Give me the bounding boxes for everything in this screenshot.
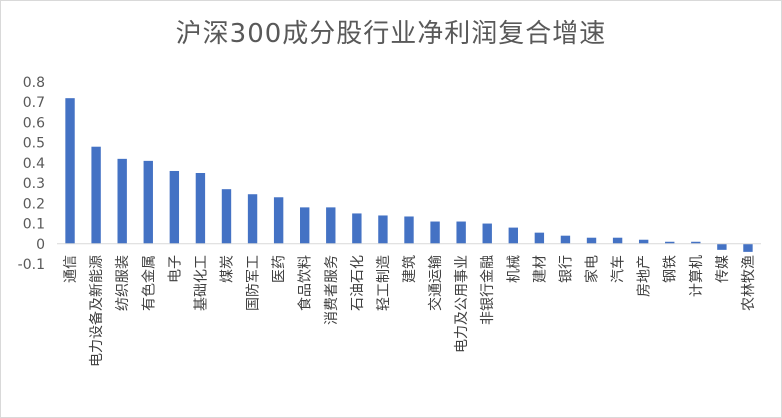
x-tick-label: 通信 (63, 255, 79, 283)
x-tick-label: 非银行金融 (480, 255, 496, 325)
x-tick-label: 银行 (558, 255, 574, 283)
bar (352, 213, 362, 244)
bar (482, 223, 492, 244)
y-tick-label: 0.3 (23, 176, 45, 192)
x-tick-label: 有色金属 (140, 255, 157, 311)
y-axis-ticks: 0.8 0.7 0.6 0.5 0.4 0.3 0.2 0.1 0 -0.1 (18, 75, 45, 273)
x-tick-label: 煤炭 (219, 255, 235, 283)
bar (638, 239, 649, 244)
y-tick-label: 0.7 (23, 95, 45, 111)
bar (273, 197, 284, 244)
x-tick-label: 轻工制造 (376, 255, 392, 311)
bar (665, 241, 675, 244)
bar (195, 173, 206, 244)
bar (534, 232, 545, 244)
x-tick-label: 国防军工 (246, 255, 262, 311)
bar (221, 189, 232, 244)
x-tick-label: 医药 (272, 255, 288, 283)
x-tick-label: 钢铁 (663, 255, 679, 283)
x-tick-label: 计算机 (689, 255, 705, 297)
bar (456, 221, 466, 244)
bar (560, 235, 571, 244)
y-tick-label: 0.8 (23, 75, 45, 91)
bar (404, 216, 414, 244)
x-tick-label: 房地产 (637, 255, 653, 297)
bar (326, 207, 336, 244)
y-tick-label: -0.1 (18, 257, 45, 273)
x-tick-label: 电力及公用事业 (454, 255, 470, 353)
y-tick-label: 0.2 (23, 196, 45, 212)
bar (143, 160, 153, 244)
bar (691, 241, 701, 244)
bar (612, 237, 623, 244)
y-tick-label: 0.1 (23, 217, 45, 233)
bar (430, 221, 440, 244)
x-tick-label: 消费者服务 (324, 255, 340, 325)
x-tick-label: 建材 (532, 255, 548, 283)
bar (378, 215, 388, 244)
x-tick-label: 机械 (506, 255, 522, 283)
x-tick-label: 建筑 (402, 255, 418, 283)
x-tick-label: 传媒 (715, 255, 731, 283)
bar (300, 207, 310, 244)
y-tick-label: 0.5 (23, 136, 45, 152)
bars (65, 98, 753, 252)
category-labels: 通信 电力设备及新能源 纺织服装 有色金属 电子 基础化工 煤炭 国防军工 医药 食品饮料 消费者服… (63, 255, 757, 367)
bar (717, 243, 727, 250)
bar (586, 237, 597, 244)
x-tick-label: 农林牧渔 (741, 255, 757, 311)
y-tick-label: 0.6 (23, 115, 45, 131)
x-tick-label: 汽车 (610, 255, 627, 283)
x-tick-label: 食品饮料 (297, 255, 314, 311)
x-tick-label: 家电 (584, 255, 601, 283)
bar (117, 158, 127, 244)
bar (508, 227, 518, 244)
y-tick-label: 0.4 (23, 156, 45, 172)
bar (65, 98, 75, 244)
bar (247, 194, 258, 244)
bar (743, 243, 753, 252)
x-tick-label: 电子 (167, 255, 183, 283)
x-tick-label: 纺织服装 (115, 255, 131, 311)
x-tick-label: 石油石化 (350, 255, 366, 311)
x-tick-label: 电力设备及新能源 (88, 255, 105, 367)
bar (169, 170, 180, 244)
chart-title: 沪深300成分股行业净利润复合增速 (175, 19, 607, 49)
x-tick-label: 基础化工 (192, 255, 209, 311)
bar (91, 146, 101, 244)
y-tick-label: 0 (36, 237, 45, 253)
x-tick-label: 交通运输 (427, 255, 444, 311)
